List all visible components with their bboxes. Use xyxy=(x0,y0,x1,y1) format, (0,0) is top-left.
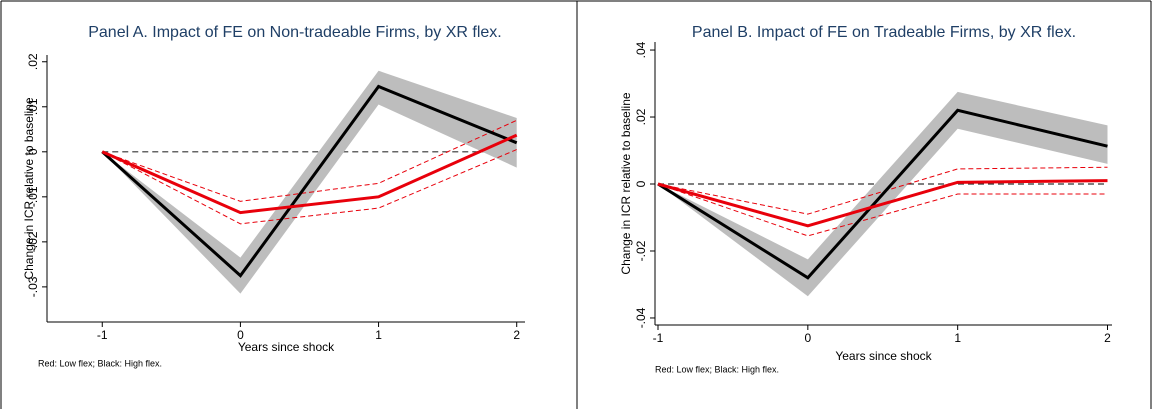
estimate-line xyxy=(101,133,518,215)
y-tick-label: -.02 xyxy=(26,231,40,252)
ci-lower xyxy=(657,183,1108,237)
estimate-line xyxy=(101,84,518,278)
ci-upper xyxy=(102,119,517,202)
x-axis-label: Years since shock xyxy=(835,349,932,363)
x-tick-label: 1 xyxy=(954,331,961,345)
y-tick-label: -.03 xyxy=(26,276,40,297)
y-tick-label: 0 xyxy=(26,148,40,155)
estimate-line xyxy=(657,108,1108,280)
note: Red: Low flex; Black: High flex. xyxy=(38,358,162,368)
ci-lower xyxy=(102,149,517,225)
x-tick-label: 1 xyxy=(375,328,382,342)
y-tick-label: -.01 xyxy=(26,186,40,207)
x-tick-label: -1 xyxy=(653,331,664,345)
y-tick-label: -.04 xyxy=(634,307,648,328)
x-axis-label: Years since shock xyxy=(238,340,335,354)
estimate-line xyxy=(657,179,1108,228)
x-tick-label: 2 xyxy=(513,328,520,342)
x-tick-label: -1 xyxy=(97,328,108,342)
x-tick-label: 0 xyxy=(804,331,811,345)
y-tick-label: 0 xyxy=(634,180,648,187)
y-tick-label: .02 xyxy=(634,108,648,125)
panel-title: Panel B. Impact of FE on Tradeable Firms… xyxy=(692,24,1076,41)
y-tick-label: .04 xyxy=(634,41,648,58)
note: Red: Low flex; Black: High flex. xyxy=(655,364,779,374)
y-tick-label: .01 xyxy=(26,98,40,115)
ci-upper xyxy=(657,166,1108,215)
y-axis-label: Change in ICR relative to baseline xyxy=(22,97,36,279)
y-tick-label: .02 xyxy=(26,53,40,70)
y-tick-label: -.02 xyxy=(634,240,648,261)
y-axis-label: Change in ICR relative to baseline xyxy=(619,92,633,274)
x-tick-label: 0 xyxy=(237,328,244,342)
panel-title: Panel A. Impact of FE on Non-tradeable F… xyxy=(88,24,502,41)
x-tick-label: 2 xyxy=(1104,331,1111,345)
